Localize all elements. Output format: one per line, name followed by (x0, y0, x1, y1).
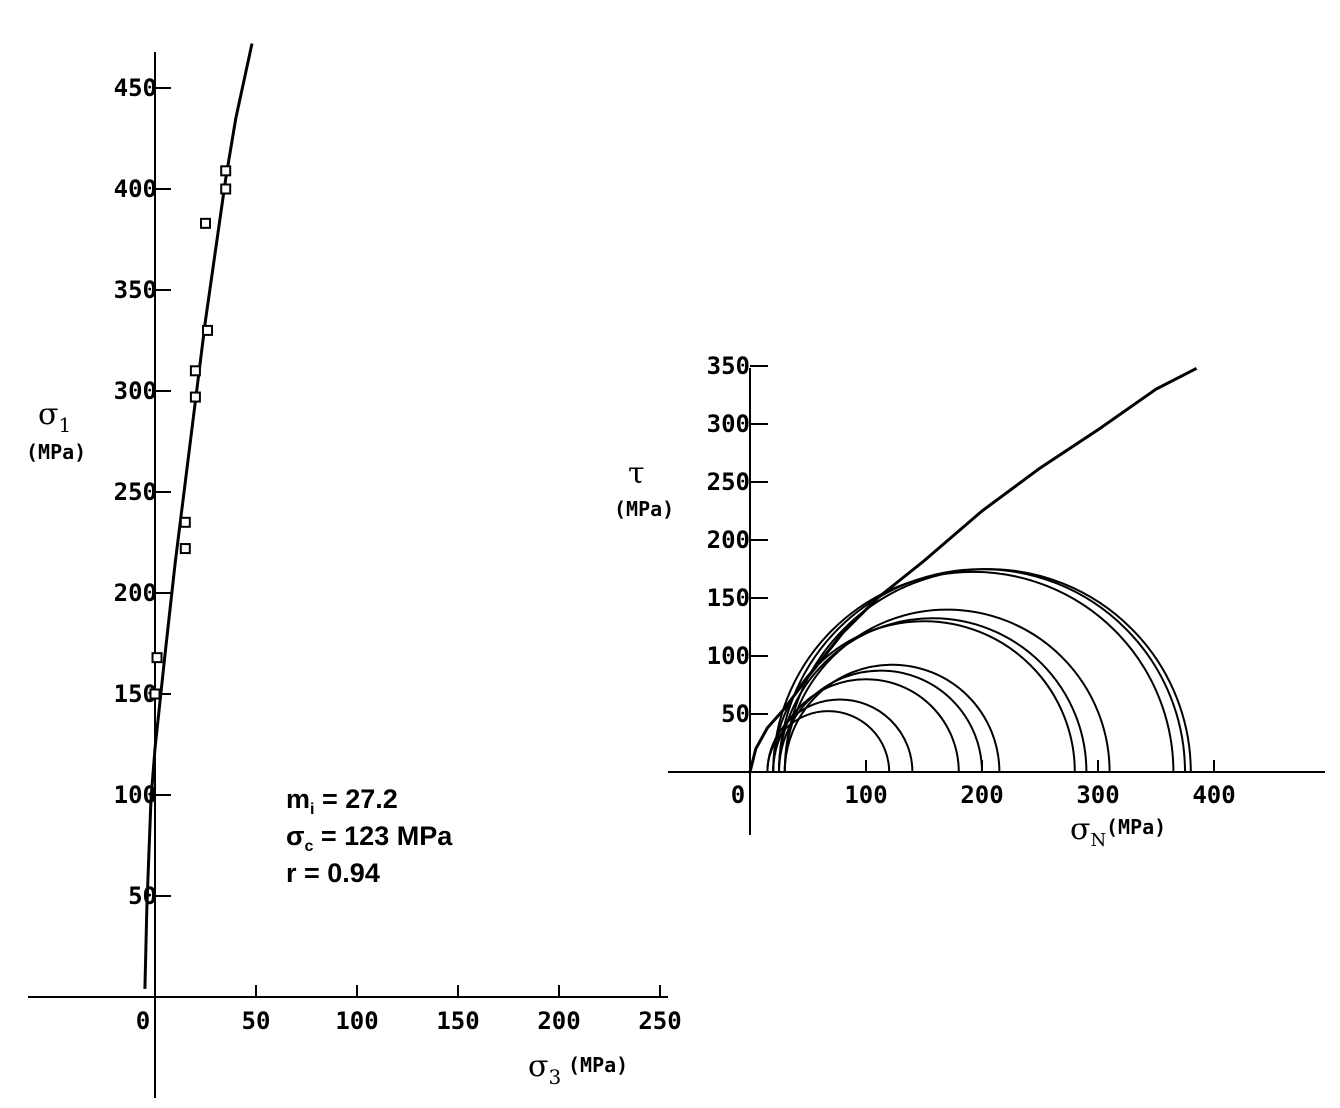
mohr-circle (778, 617, 1088, 773)
mohr-circle (783, 608, 1111, 773)
fit-parameters: mi = 27.2 σc = 123 MPa r = 0.94 (286, 784, 453, 888)
annotation-r: r = 0.94 (286, 858, 380, 888)
x-axis-symbol: σ3 (528, 1049, 561, 1089)
x-tick-label: 200 (537, 1007, 580, 1035)
x-tick-label: 0 (731, 781, 745, 809)
y-tick-label: 150 (707, 584, 750, 612)
data-point (151, 652, 163, 664)
x-tick-label: 150 (436, 1007, 479, 1035)
x-ticks: 0 50 100 150 200 250 (136, 985, 682, 1035)
y-tick-label: 300 (707, 410, 750, 438)
data-point (179, 543, 191, 555)
x-axis-unit: (MPa) (568, 1053, 628, 1077)
mohr-circle (783, 663, 1001, 773)
data-point (189, 391, 201, 403)
data-point (220, 183, 232, 195)
annotation-mi: mi = 27.2 (286, 784, 398, 818)
y-tick-label: 50 (128, 882, 157, 910)
mohr-circle (766, 710, 891, 773)
y-tick-label: 250 (114, 478, 157, 506)
data-point (220, 165, 232, 177)
x-tick-label: 100 (844, 781, 887, 809)
y-tick-label: 50 (721, 700, 750, 728)
y-tick-label: 200 (114, 579, 157, 607)
y-tick-label: 200 (707, 526, 750, 554)
x-axis-unit: (MPa) (1106, 815, 1166, 839)
y-axis-symbol: σ1 (38, 397, 71, 437)
data-point (149, 688, 161, 700)
y-axis-symbol: τ (628, 456, 645, 491)
x-tick-label: 50 (242, 1007, 271, 1035)
chart-sigma1-vs-sigma3: 0 50 100 150 200 250 50 100 150 200 250 300 350 400 4… (26, 43, 682, 1098)
y-tick-label: 400 (114, 175, 157, 203)
x-tick-label: 100 (335, 1007, 378, 1035)
annotation-sigma-c: σc = 123 MPa (286, 821, 453, 855)
hoek-brown-fit-curve (143, 43, 254, 989)
x-ticks: 0 100 200 300 400 (731, 760, 1236, 809)
failure-envelope (748, 366, 1198, 773)
y-axis-unit: (MPa) (614, 497, 674, 521)
x-tick-label: 300 (1076, 781, 1119, 809)
y-tick-label: 250 (707, 468, 750, 496)
x-tick-label: 400 (1192, 781, 1235, 809)
data-point (200, 217, 211, 229)
data-point (202, 324, 214, 336)
mohr-circle (772, 570, 1175, 773)
y-tick-label: 300 (114, 377, 157, 405)
y-tick-label: 100 (707, 642, 750, 670)
x-tick-label: 0 (136, 1007, 150, 1035)
mohr-circles (766, 568, 1192, 773)
data-point (189, 365, 201, 377)
y-ticks: 50 100 150 200 250 300 350 (707, 352, 768, 728)
y-tick-label: 350 (707, 352, 750, 380)
chart-tau-vs-sigmaN: 0 100 200 300 400 50 100 150 200 250 300 350 τ (MP… (614, 352, 1325, 851)
mohr-circle (778, 568, 1186, 773)
data-point (179, 516, 191, 528)
x-axis-symbol: σN (1070, 812, 1106, 851)
y-tick-label: 350 (114, 276, 157, 304)
y-axis-unit: (MPa) (26, 440, 86, 464)
data-points (149, 165, 232, 700)
x-tick-label: 250 (638, 1007, 681, 1035)
mohr-circle (783, 568, 1192, 773)
y-tick-label: 450 (114, 74, 157, 102)
x-tick-label: 200 (960, 781, 1003, 809)
